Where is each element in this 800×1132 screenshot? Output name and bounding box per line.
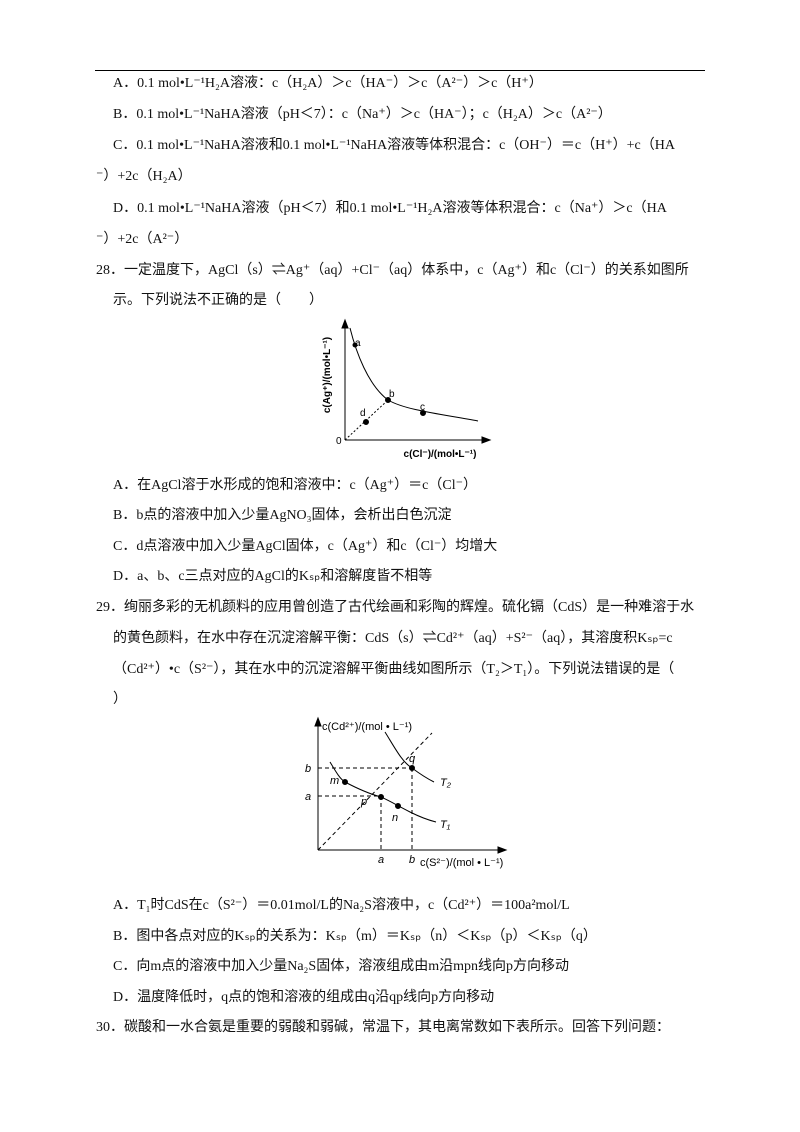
- y-label: c(Ag⁺)/(mol•L⁻¹): [322, 337, 333, 413]
- point-label: d: [360, 408, 366, 419]
- point-label: b: [389, 389, 395, 400]
- point: [363, 419, 369, 425]
- question-text: （Cd²⁺）•c（S²⁻），其在水中的沉淀溶解平衡曲线如图所示（T₂＞T₁）。下…: [113, 662, 675, 677]
- y-mark: b: [305, 763, 311, 775]
- point: [395, 803, 401, 809]
- arrow: [341, 318, 349, 329]
- x-label: c(Cl⁻)/(mol•L⁻¹): [404, 449, 477, 460]
- arrow: [314, 716, 322, 727]
- point-label: q: [409, 753, 416, 765]
- y-mark: a: [305, 791, 311, 803]
- option-text: C．向m点的溶液中加入少量Na₂S固体，溶液组成由m沿mpn线向p方向移动: [113, 959, 569, 974]
- arrow: [497, 846, 508, 854]
- point-label: m: [330, 775, 339, 787]
- point-label: c: [420, 402, 425, 413]
- point-label: p: [360, 796, 367, 808]
- curve-label: T₂: [440, 777, 452, 789]
- curve-label: T₁: [440, 819, 451, 831]
- option-text: B．b点的溶液中加入少量AgNO₃固体，会析出白色沉淀: [113, 508, 452, 523]
- point: [385, 397, 391, 403]
- top-rule: [95, 70, 705, 71]
- option-text: ⁻）+2c（A²⁻）: [96, 232, 189, 247]
- option-text: D．a、b、c三点对应的AgCl的Kₛₚ和溶解度皆不相等: [113, 569, 433, 584]
- curve-t1: [329, 761, 437, 823]
- option-text: C．d点溶液中加入少量AgCl固体，c（Ag⁺）和c（Cl⁻）均增大: [113, 539, 498, 554]
- option-text: ⁻）+2c（H₂A）: [96, 169, 192, 184]
- question-text: 的黄色颜料，在水中存在沉淀溶解平衡：CdS（s）⇌Cd²⁺（aq）+S²⁻（aq…: [113, 631, 673, 646]
- point: [342, 779, 348, 785]
- x-label: c(S²⁻)/(mol • L⁻¹): [420, 857, 503, 869]
- option-text: A．T₁时CdS在c（S²⁻）＝0.01mol/L的Na₂S溶液中，c（Cd²⁺…: [113, 898, 570, 913]
- option-text: D．0.1 mol•L⁻¹NaHA溶液（pH＜7）和0.1 mol•L⁻¹H₂A…: [113, 201, 667, 216]
- option-text: A．在AgCl溶于水形成的饱和溶液中：c（Ag⁺）＝c（Cl⁻）: [113, 478, 477, 493]
- x-mark: b: [409, 854, 415, 866]
- figure-cds: c(Cd²⁺)/(mol • L⁻¹) c(S²⁻)/(mol • L⁻¹) b…: [305, 716, 508, 869]
- question-text: 示。下列说法不正确的是（ ）: [113, 293, 323, 308]
- curve: [349, 327, 479, 422]
- figure-agcl: c(Ag⁺)/(mol•L⁻¹) c(Cl⁻)/(mol•L⁻¹) 0 a b …: [322, 318, 492, 460]
- point: [409, 765, 415, 771]
- question-text: 30．碳酸和一水合氨是重要的弱酸和弱碱，常温下，其电离常数如下表所示。回答下列问…: [96, 1020, 670, 1035]
- origin: 0: [336, 436, 342, 447]
- y-label: c(Cd²⁺)/(mol • L⁻¹): [322, 721, 412, 733]
- point-label: n: [392, 812, 398, 824]
- question-text: 28．一定温度下，AgCl（s）⇌Ag⁺（aq）+Cl⁻（aq）体系中，c（Ag…: [96, 263, 689, 278]
- point: [378, 794, 384, 800]
- point-label: a: [355, 338, 361, 349]
- question-text: ）: [113, 692, 127, 707]
- x-mark: a: [378, 854, 384, 866]
- option-text: A．0.1 mol•L⁻¹H₂A溶液：c（H₂A）＞c（HA⁻）＞c（A²⁻）＞…: [113, 76, 543, 91]
- option-text: B．图中各点对应的Kₛₚ的关系为：Kₛₚ（m）＝Kₛₚ（n）＜Kₛₚ（p）＜Kₛ…: [113, 929, 597, 944]
- arrow: [481, 436, 492, 444]
- point: [352, 342, 358, 348]
- option-text: D．温度降低时，q点的饱和溶液的组成由q沿qp线向p方向移动: [113, 990, 495, 1005]
- point: [420, 410, 426, 416]
- dashed-line: [317, 732, 433, 851]
- question-text: 29．绚丽多彩的无机颜料的应用曾创造了古代绘画和彩陶的辉煌。硫化镉（CdS）是一…: [96, 600, 695, 615]
- option-text: C．0.1 mol•L⁻¹NaHA溶液和0.1 mol•L⁻¹NaHA溶液等体积…: [113, 138, 675, 153]
- option-text: B．0.1 mol•L⁻¹NaHA溶液（pH＜7）：c（Na⁺）＞c（HA⁻）；…: [113, 107, 612, 122]
